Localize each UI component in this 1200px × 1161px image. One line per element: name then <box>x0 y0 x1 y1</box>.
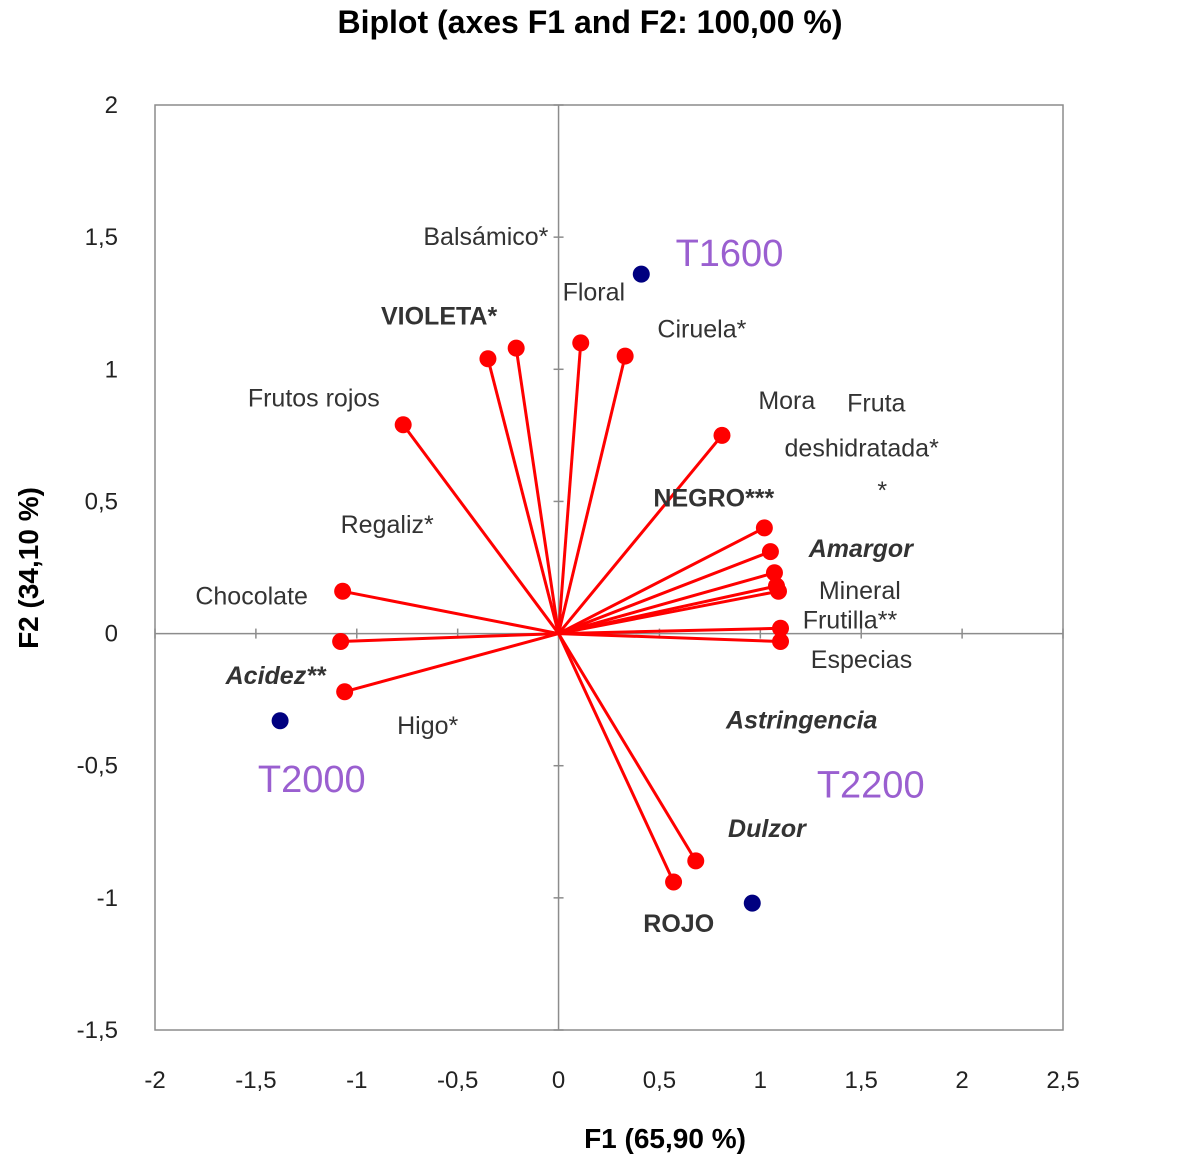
variable-label: deshidratada* <box>785 435 940 463</box>
variable-point <box>713 426 731 444</box>
variable-point <box>336 683 354 701</box>
x-tick-label: 0,5 <box>643 1067 676 1094</box>
variable-label: * <box>877 477 887 505</box>
observation-label: T2000 <box>258 759 366 801</box>
observation-point <box>743 894 761 912</box>
variable-label: Higo* <box>397 712 458 740</box>
variable-label: Ciruela* <box>657 316 746 344</box>
observation-points <box>271 265 761 912</box>
x-tick-label: 1 <box>754 1067 767 1094</box>
variable-label: VIOLETA* <box>381 302 497 330</box>
variable-vector <box>557 434 724 635</box>
x-tick-label: -1 <box>346 1067 367 1094</box>
y-axis-title: F2 (34,10 %) <box>13 487 44 649</box>
y-tick-label: 1,5 <box>85 224 118 251</box>
x-tick-label: 1,5 <box>845 1067 878 1094</box>
variable-point <box>479 350 497 368</box>
variable-point <box>665 873 683 891</box>
variable-point <box>687 852 705 870</box>
variable-point <box>769 582 787 600</box>
variable-point <box>772 633 790 650</box>
variable-vector <box>557 632 698 862</box>
variable-vector <box>558 626 781 636</box>
variable-point <box>755 519 773 537</box>
plot-area <box>154 104 1064 1031</box>
y-tick-label: -0,5 <box>77 753 118 780</box>
variable-label: Mora <box>758 387 815 415</box>
variable-point <box>572 334 590 352</box>
variable-label: Balsámico* <box>423 223 548 251</box>
variable-point <box>334 582 352 600</box>
variable-vector <box>557 632 675 883</box>
variable-label: Regaliz* <box>341 511 434 539</box>
tick-labels: -2 -1,5 -1 -0,5 0 0,5 1 1,5 2 2,5 -1,5 -1 -0,5 0 0,5 1 1… <box>77 92 1080 1094</box>
x-tick-label: 2 <box>955 1067 968 1094</box>
variable-vector <box>557 526 766 635</box>
y-tick-label: 0 <box>105 621 118 648</box>
observation-label: T1600 <box>676 233 784 275</box>
axes-layer <box>154 104 1064 1031</box>
y-tick-label: 2 <box>105 92 118 119</box>
variable-label: Frutilla** <box>803 606 898 634</box>
variable-vector <box>557 355 627 634</box>
variable-label: ROJO <box>643 910 714 938</box>
variable-label: Frutos rojos <box>248 384 380 412</box>
y-tick-label: 1 <box>105 356 118 383</box>
variable-vectors <box>332 334 790 891</box>
chart-title: Biplot (axes F1 and F2: 100,00 %) <box>337 4 842 40</box>
x-tick-label: -2 <box>144 1067 165 1094</box>
variable-vector <box>340 632 559 643</box>
variable-label: Dulzor <box>728 815 807 843</box>
x-tick-label: -0,5 <box>437 1067 478 1094</box>
variable-label: NEGRO*** <box>653 485 774 513</box>
variable-vector <box>514 347 561 634</box>
variable-vector <box>557 342 583 634</box>
variable-point <box>616 347 634 365</box>
variable-vector <box>401 423 560 635</box>
variable-label: Fruta <box>847 390 905 418</box>
x-tick-label: 2,5 <box>1046 1067 1079 1094</box>
variable-vector <box>558 550 771 635</box>
x-tick-label: 0 <box>552 1067 565 1094</box>
variable-label: Floral <box>563 279 626 307</box>
observation-label: T2200 <box>817 764 925 806</box>
x-tick-label: -1,5 <box>235 1067 276 1094</box>
y-tick-label: -1 <box>97 885 118 912</box>
variable-point <box>507 339 525 357</box>
variable-vector <box>558 632 781 643</box>
variable-label: Amargor <box>808 535 914 563</box>
variable-point <box>772 619 790 637</box>
variable-label: Astringencia <box>725 707 878 735</box>
variable-vector <box>486 358 561 634</box>
variable-point <box>761 543 779 561</box>
observation-point <box>632 265 650 283</box>
observation-point <box>271 712 289 730</box>
variable-point <box>394 416 412 434</box>
variable-label: Especias <box>811 646 912 674</box>
variable-point <box>332 633 350 650</box>
y-tick-label: -1,5 <box>77 1017 118 1044</box>
x-axis-title: F1 (65,90 %) <box>584 1123 746 1154</box>
variable-label: Mineral <box>819 577 901 605</box>
variable-vector <box>344 632 559 694</box>
variable-label: Acidez** <box>225 662 327 690</box>
variable-vector <box>342 589 559 636</box>
variable-vector <box>558 589 779 636</box>
variable-label: Chocolate <box>195 583 308 611</box>
variable-vector <box>558 571 775 636</box>
point-labels: Balsámico* Floral Ciruela* VIOLETA* Frutos r… <box>195 223 939 938</box>
variable-point <box>765 564 783 582</box>
y-tick-label: 0,5 <box>85 488 118 515</box>
